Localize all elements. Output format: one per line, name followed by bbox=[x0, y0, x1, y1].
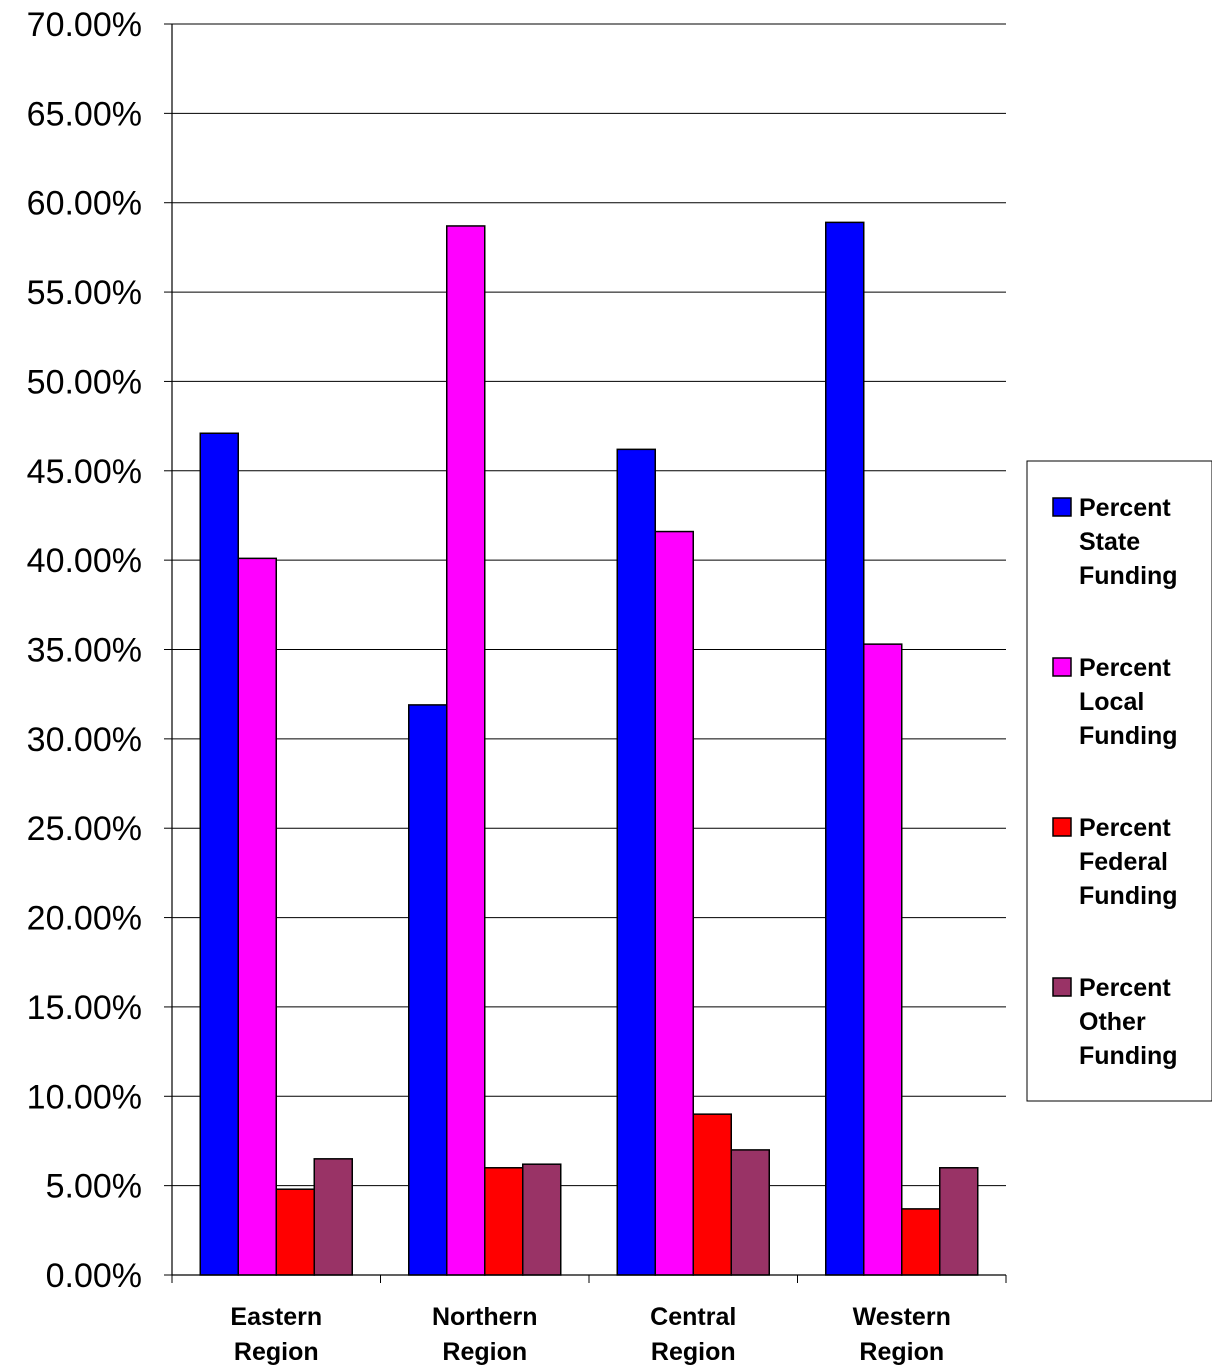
x-tick-label-line: Region bbox=[234, 1338, 319, 1366]
legend-label-line: Funding bbox=[1079, 562, 1178, 590]
legend-label: Percent State Funding bbox=[1079, 494, 1178, 590]
x-tick-label-line: Northern bbox=[432, 1303, 538, 1331]
bar bbox=[313, 1158, 353, 1276]
bar bbox=[939, 1167, 979, 1276]
legend-box bbox=[1026, 460, 1212, 1102]
y-tick-label: 60.00% bbox=[27, 185, 142, 223]
legend-swatch bbox=[1052, 817, 1072, 837]
bar bbox=[446, 225, 486, 1276]
gridlines bbox=[172, 23, 1006, 1187]
bar bbox=[408, 704, 448, 1276]
bar bbox=[654, 530, 694, 1276]
x-tick-label: Western Region bbox=[853, 1303, 951, 1366]
y-tick-label: 0.00% bbox=[46, 1257, 142, 1295]
x-tick-label: Central Region bbox=[650, 1303, 736, 1366]
legend-label-line: State bbox=[1079, 528, 1140, 556]
legend-label: Percent Local Funding bbox=[1079, 654, 1178, 750]
legend-label-line: Funding bbox=[1079, 722, 1178, 750]
y-tick-label: 20.00% bbox=[27, 900, 142, 938]
bar bbox=[730, 1149, 770, 1276]
legend-label-line: Percent bbox=[1079, 494, 1171, 522]
bar bbox=[901, 1208, 941, 1276]
legend-swatch bbox=[1052, 497, 1072, 517]
y-tick-label: 55.00% bbox=[27, 274, 142, 312]
x-tick-label-line: Central bbox=[650, 1303, 736, 1331]
x-tick-label-line: Region bbox=[651, 1338, 736, 1366]
bar bbox=[825, 221, 865, 1276]
y-tick-label: 25.00% bbox=[27, 810, 142, 848]
legend-label-line: Funding bbox=[1079, 1042, 1178, 1070]
bars bbox=[199, 221, 979, 1276]
axes bbox=[164, 23, 1007, 1283]
legend-label: Percent Federal Funding bbox=[1079, 814, 1178, 910]
x-axis-ticks: Eastern Region Northern Region Central Region… bbox=[230, 1303, 950, 1366]
bar bbox=[863, 643, 903, 1276]
y-tick-label: 35.00% bbox=[27, 632, 142, 670]
bar bbox=[275, 1188, 315, 1276]
legend-label-line: Percent bbox=[1079, 814, 1171, 842]
x-tick-label: Eastern Region bbox=[230, 1303, 322, 1366]
legend-label-line: Percent bbox=[1079, 654, 1171, 682]
y-tick-label: 65.00% bbox=[27, 95, 142, 133]
bar bbox=[484, 1167, 524, 1276]
y-tick-label: 15.00% bbox=[27, 989, 142, 1027]
y-tick-label: 50.00% bbox=[27, 363, 142, 401]
bar bbox=[199, 432, 239, 1276]
y-tick-label: 5.00% bbox=[46, 1168, 142, 1206]
legend-swatch bbox=[1052, 977, 1072, 997]
x-tick-label-line: Region bbox=[859, 1338, 944, 1366]
x-tick-label-line: Region bbox=[442, 1338, 527, 1366]
bar bbox=[692, 1113, 732, 1276]
y-tick-label: 70.00% bbox=[27, 6, 142, 44]
legend-label-line: Funding bbox=[1079, 882, 1178, 910]
y-tick-label: 45.00% bbox=[27, 453, 142, 491]
legend-label: Percent Other Funding bbox=[1079, 974, 1178, 1070]
legend-label-line: Federal bbox=[1079, 848, 1168, 876]
x-tick-label-line: Western bbox=[853, 1303, 951, 1331]
legend-swatch bbox=[1052, 657, 1072, 677]
x-tick-label-line: Eastern bbox=[230, 1303, 322, 1331]
bar bbox=[522, 1163, 562, 1276]
y-axis-ticks: 0.00% 5.00% 10.00% 15.00% 20.00% 25.00% 30.00%… bbox=[27, 6, 142, 1295]
y-tick-label: 30.00% bbox=[27, 721, 142, 759]
legend-label-line: Other bbox=[1079, 1008, 1146, 1036]
bar bbox=[237, 557, 277, 1276]
y-tick-label: 40.00% bbox=[27, 542, 142, 580]
legend-label-line: Percent bbox=[1079, 974, 1171, 1002]
y-tick-label: 10.00% bbox=[27, 1078, 142, 1116]
legend-label-line: Local bbox=[1079, 688, 1144, 716]
bar bbox=[616, 448, 656, 1276]
x-tick-label: Northern Region bbox=[432, 1303, 538, 1366]
